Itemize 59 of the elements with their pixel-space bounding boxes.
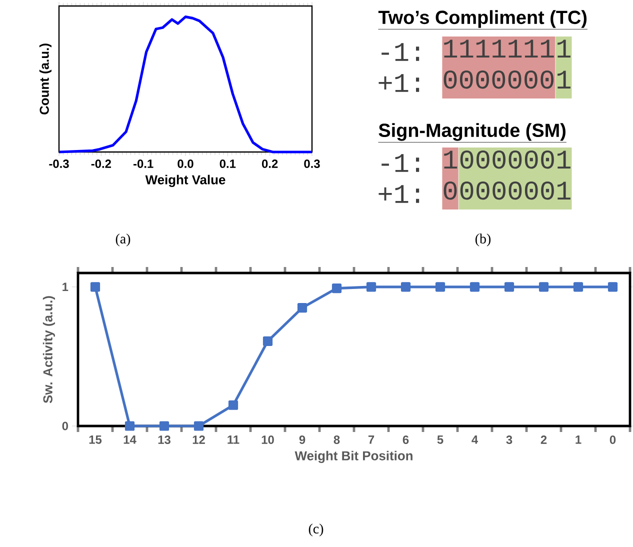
point (435, 282, 446, 292)
point (297, 302, 308, 313)
x-tick-label: 5 (437, 436, 444, 444)
text: -1: (382, 154, 420, 172)
x-tick-label: -0.2 (91, 160, 111, 168)
x-tick-label: 15 (89, 436, 102, 444)
point (608, 282, 618, 292)
point (504, 282, 514, 292)
x-tick-label: 9 (299, 436, 306, 444)
text: (a) (116, 234, 130, 246)
point (538, 282, 549, 292)
x-tick-label: 13 (158, 436, 170, 444)
text: 0000001 (460, 182, 570, 200)
text: +1: (378, 74, 420, 92)
x-axis-title: Weight Value (145, 174, 226, 187)
x-tick-label: 11 (228, 436, 240, 444)
point (159, 421, 170, 431)
text: 0000001 (460, 150, 570, 169)
x-tick-label: 8 (334, 436, 340, 444)
x-tick-label: 12 (192, 436, 205, 444)
text: Sign-Magnitude (SM) (378, 123, 566, 141)
point (262, 336, 273, 346)
x-axis-title: Weight Bit Position (294, 450, 412, 463)
x-tick-label: -0.1 (134, 160, 154, 168)
point (400, 282, 411, 292)
text: 0000000 (444, 70, 554, 89)
x-tick-label: 0.1 (220, 160, 236, 168)
x-tick-label: 0.0 (178, 160, 194, 168)
text: Two’s Compliment (TC) (378, 10, 587, 28)
x-tick-label: 6 (402, 436, 409, 444)
text: (c) (308, 524, 324, 536)
point (124, 421, 135, 431)
point (573, 282, 584, 292)
y-axis-title: Count (a.u.) (39, 44, 52, 114)
x-tick-label: 7 (368, 436, 374, 444)
text: 1 (558, 70, 570, 88)
text: 1111111 (444, 40, 554, 58)
x-tick-label: 0 (610, 436, 616, 444)
point (228, 400, 238, 410)
x-tick-label: 2 (540, 436, 547, 444)
x-tick-label: 10 (262, 436, 274, 444)
x-tick-label: 3 (506, 436, 512, 444)
text: +1: (378, 185, 420, 203)
point (194, 421, 204, 431)
point (470, 282, 480, 292)
text: 0 (444, 182, 457, 200)
x-tick-label: 14 (124, 436, 136, 444)
point (366, 282, 376, 292)
text: (b) (475, 234, 491, 246)
y-axis-title: Sw. Activity (a.u.) (42, 296, 55, 404)
x-tick-label: 0.3 (304, 160, 320, 168)
point (90, 282, 100, 292)
text: 1 (558, 40, 570, 58)
point (332, 283, 342, 294)
text: -1: (382, 43, 420, 61)
x-tick-label: -0.3 (49, 160, 69, 168)
x-tick-label: 0.2 (262, 160, 278, 168)
x-tick-label: 4 (472, 436, 478, 444)
x-tick-label: 1 (576, 436, 582, 444)
